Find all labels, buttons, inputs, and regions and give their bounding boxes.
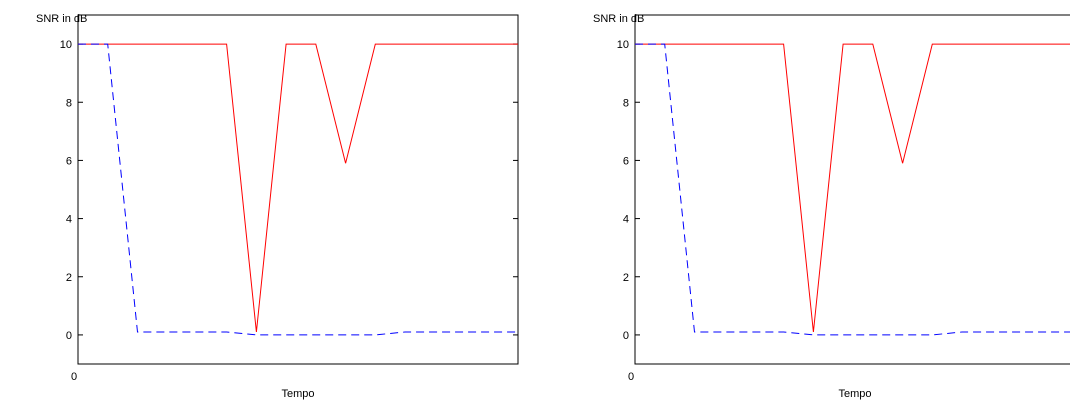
c1-xtick-label-0: 0 (628, 371, 634, 383)
c0-ytick-label-6: 6 (66, 155, 72, 167)
c1-plot-frame (634, 14, 1070, 365)
c0-series-line-0 (78, 43, 518, 333)
c0-ytick-label-8: 8 (66, 97, 72, 109)
c0-ytick-label-10: 10 (60, 39, 72, 51)
c0-ytick-label-4: 4 (66, 214, 72, 226)
c1-series-line-1 (635, 43, 1070, 336)
c1-x-axis-label: Tempo (838, 388, 871, 400)
c0-ytick-label-0: 0 (66, 330, 72, 342)
c0-plot-frame (77, 14, 519, 365)
left-chart-svg: 0 2 4 6 8 10 0 SNR in dB Tempo (36, 13, 519, 400)
c0-xtick-label-0: 0 (71, 371, 77, 383)
c0-x-axis-label: Tempo (281, 388, 314, 400)
c1-series-line-0 (635, 43, 1070, 333)
c1-ytick-label-0: 0 (623, 330, 629, 342)
c1-y-axis-label: SNR in dB (593, 13, 644, 25)
c1-ytick-label-10: 10 (617, 39, 629, 51)
right-chart: 0 2 4 6 8 10 0 SNR in dB Tempo (557, 0, 1070, 401)
c1-ytick-label-8: 8 (623, 97, 629, 109)
c1-ytick-label-6: 6 (623, 155, 629, 167)
c0-y-axis-label: SNR in dB (36, 13, 87, 25)
c1-ytick-label-4: 4 (623, 214, 629, 226)
c1-ytick-label-2: 2 (623, 272, 629, 284)
c0-series-line-1 (78, 43, 518, 336)
right-chart-svg: 0 2 4 6 8 10 0 SNR in dB Tempo (593, 13, 1070, 400)
left-chart: 0 2 4 6 8 10 0 SNR in dB Tempo (0, 0, 535, 401)
c0-ytick-label-2: 2 (66, 272, 72, 284)
